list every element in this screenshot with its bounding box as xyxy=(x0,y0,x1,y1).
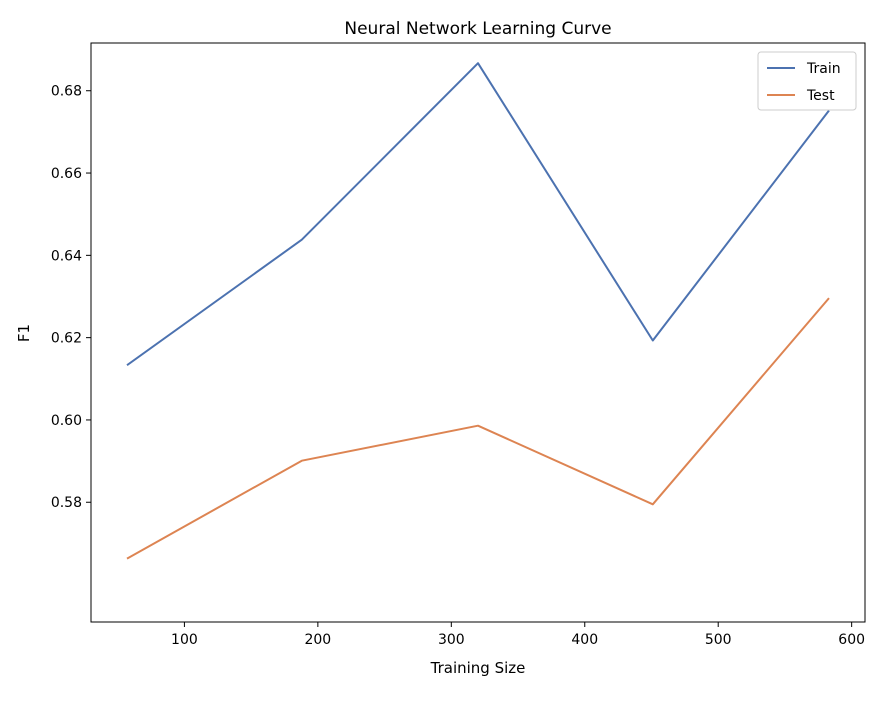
x-tick-label: 500 xyxy=(705,632,732,648)
plot-frame xyxy=(90,42,866,623)
x-tick-label: 400 xyxy=(571,632,598,648)
y-tick-label: 0.68 xyxy=(51,84,82,100)
y-tick-label: 0.60 xyxy=(51,413,82,429)
series-line-test xyxy=(126,297,830,560)
x-tick-label: 200 xyxy=(304,632,331,648)
y-tick-label: 0.66 xyxy=(51,166,82,182)
y-tick-label: 0.62 xyxy=(51,331,82,347)
y-tick-label: 0.64 xyxy=(51,248,82,264)
x-tick-label: 100 xyxy=(171,632,198,648)
legend-label-test: Test xyxy=(806,88,835,104)
legend-label-train: Train xyxy=(806,61,841,77)
y-axis-label: F1 xyxy=(15,324,33,342)
chart-title: Neural Network Learning Curve xyxy=(344,19,611,39)
x-tick-label: 300 xyxy=(438,632,465,648)
series-line-train xyxy=(126,62,830,367)
y-tick-label: 0.58 xyxy=(51,495,82,511)
x-axis-label: Training Size xyxy=(430,659,526,677)
plot-area xyxy=(126,62,830,560)
y-axis-ticks: 0.58 0.60 0.62 0.64 0.66 0.68 xyxy=(51,84,91,511)
x-axis-ticks: 100 200 300 400 500 600 xyxy=(171,622,865,648)
legend: Train Test xyxy=(757,51,857,111)
x-tick-label: 600 xyxy=(838,632,865,648)
